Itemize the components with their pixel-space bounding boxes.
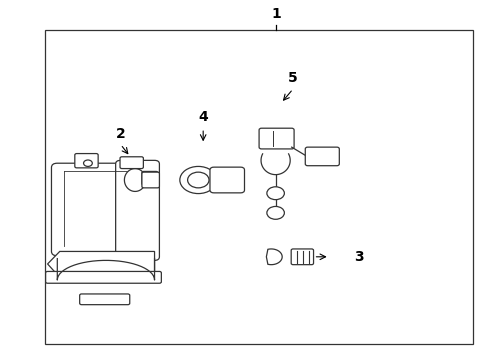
Circle shape <box>187 172 208 188</box>
FancyBboxPatch shape <box>142 171 158 185</box>
FancyBboxPatch shape <box>209 167 244 193</box>
FancyBboxPatch shape <box>120 157 143 168</box>
Text: 5: 5 <box>287 71 297 85</box>
Polygon shape <box>47 251 154 275</box>
Circle shape <box>83 160 92 166</box>
Text: 4: 4 <box>198 111 207 125</box>
FancyBboxPatch shape <box>142 172 159 188</box>
Circle shape <box>266 206 284 219</box>
FancyBboxPatch shape <box>116 160 159 260</box>
FancyBboxPatch shape <box>45 271 161 283</box>
Text: 3: 3 <box>353 250 363 264</box>
FancyBboxPatch shape <box>259 128 293 149</box>
FancyBboxPatch shape <box>51 163 138 256</box>
FancyBboxPatch shape <box>75 154 98 168</box>
FancyBboxPatch shape <box>80 294 129 305</box>
Circle shape <box>180 166 216 194</box>
Polygon shape <box>124 168 145 192</box>
Bar <box>45 30 472 344</box>
Polygon shape <box>266 249 282 265</box>
Circle shape <box>266 187 284 200</box>
Text: 2: 2 <box>115 127 125 140</box>
Text: 1: 1 <box>271 7 281 21</box>
FancyBboxPatch shape <box>290 249 313 265</box>
FancyBboxPatch shape <box>305 147 339 166</box>
